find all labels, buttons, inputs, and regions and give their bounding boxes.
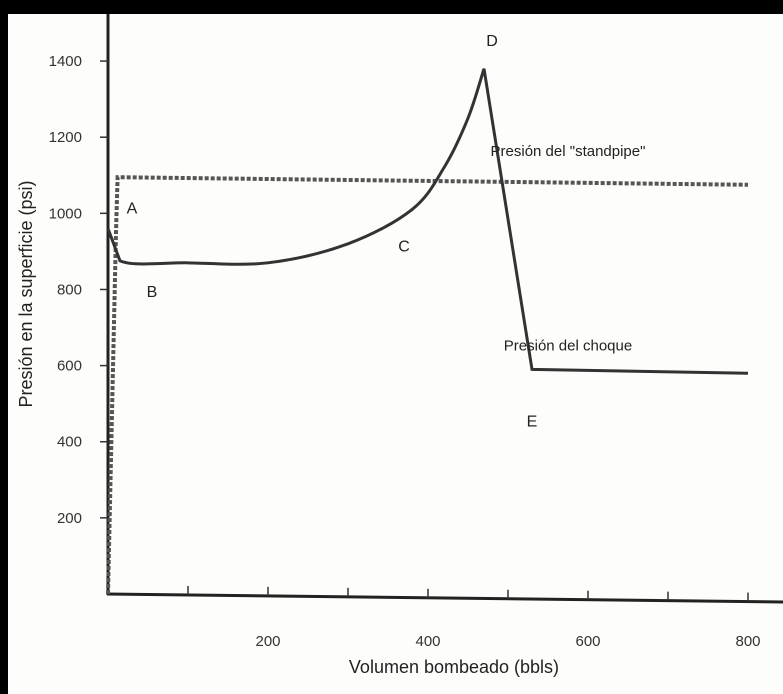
- point-label-e: E: [527, 414, 538, 431]
- point-label-b: B: [147, 284, 158, 301]
- y-tick-label: 600: [57, 358, 82, 375]
- x-tick-label: 600: [575, 633, 600, 650]
- y-tick-label: 800: [57, 281, 82, 298]
- x-tick-label: 400: [415, 633, 440, 650]
- y-axis-title: Presión en la superficie (psi): [16, 180, 36, 407]
- standpipe-pressure-line: [106, 175, 749, 595]
- y-tick-label: 1000: [49, 205, 82, 222]
- x-axis-title: Volumen bombeado (bbls): [349, 657, 559, 677]
- ticks: 200 400 600 800 1000 1200 1400 200 400 600 800: [49, 53, 761, 650]
- y-tick-label: 400: [57, 434, 82, 451]
- point-label-a: A: [127, 200, 138, 217]
- standpipe-series-label: Presión del "standpipe": [491, 143, 646, 160]
- choke-series-label: Presión del choque: [504, 337, 632, 354]
- axes: [106, 14, 783, 604]
- point-label-d: D: [486, 33, 498, 50]
- x-axis-line: [106, 592, 783, 604]
- labels: Presión del "standpipe" Presión del choqu…: [127, 33, 646, 431]
- series: [106, 68, 749, 595]
- point-label-c: C: [398, 238, 410, 255]
- y-tick-label: 1400: [49, 53, 82, 70]
- x-tick-label: 800: [735, 633, 760, 650]
- y-tick-label: 1200: [49, 129, 82, 146]
- choke-pressure-line: [106, 68, 749, 375]
- x-tick-label: 200: [255, 633, 280, 650]
- pressure-chart: 200 400 600 800 1000 1200 1400 200 400 600 800 Pre…: [16, 14, 783, 677]
- y-tick-label: 200: [57, 510, 82, 527]
